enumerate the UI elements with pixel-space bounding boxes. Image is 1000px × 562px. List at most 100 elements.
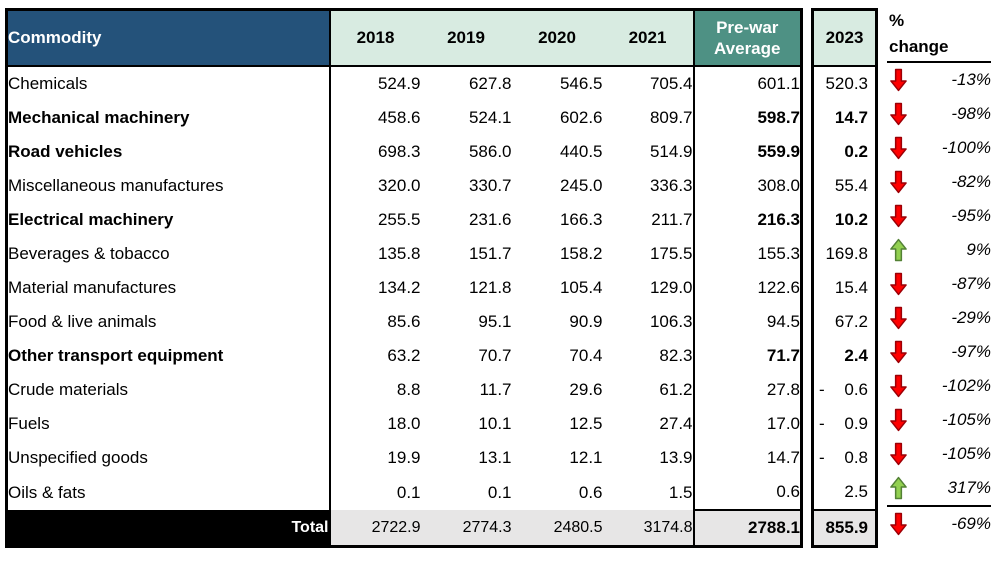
total-value-prewar: 2788.1 xyxy=(692,509,802,547)
total-value-2020: 2480.5 xyxy=(511,510,603,547)
commodity-cell: Electrical machinery xyxy=(6,203,331,237)
prewar-average-cell: 308.0 xyxy=(692,169,802,203)
table-row: Beverages & tobacco 135.8 151.7 158.2 175.5 1… xyxy=(6,237,802,271)
value-cell: 627.8 xyxy=(468,74,512,93)
prewar-average-cell: 601.1 xyxy=(692,66,802,101)
prewar-average-cell: 216.3 xyxy=(692,203,802,237)
value-cell: 330.7 xyxy=(468,176,512,195)
col-header-pct-change: % change xyxy=(887,8,991,63)
value-cell: 105.4 xyxy=(559,278,603,297)
value-2023-text: 55.4 xyxy=(834,176,868,195)
value-2023-text: 520.3 xyxy=(825,74,868,93)
pct-change-value: -102% xyxy=(941,376,991,395)
pct-change-value: -95% xyxy=(951,206,991,225)
value-cell: 231.6 xyxy=(468,210,512,229)
value-cell: 63.2 xyxy=(387,346,421,365)
value-cell: 0.1 xyxy=(487,482,512,502)
prewar-average-cell: 559.9 xyxy=(692,135,802,169)
value-cell: 13.1 xyxy=(478,448,512,467)
value-cell: 0.6 xyxy=(578,482,603,502)
commodity-cell: Other transport equipment xyxy=(6,339,331,373)
prewar-average-cell: 14.7 xyxy=(692,441,802,475)
prewar-average-cell: 94.5 xyxy=(692,305,802,339)
pct-change-value: 9% xyxy=(966,240,991,259)
pct-change-row: -29% xyxy=(887,301,991,335)
value-cell: 698.3 xyxy=(377,142,421,161)
up-arrow-icon xyxy=(889,237,908,263)
prewar-average-cell: 155.3 xyxy=(692,237,802,271)
prewar-average-cell: 71.7 xyxy=(692,339,802,373)
value-cell: 70.4 xyxy=(569,346,603,365)
value-cell: 705.4 xyxy=(649,74,693,93)
value-cell: 175.5 xyxy=(649,244,693,263)
value-2023-cell: -0.8 xyxy=(814,441,875,475)
value-cell: 27.4 xyxy=(659,414,693,433)
commodity-cell: Material manufactures xyxy=(6,271,331,305)
value-cell: 18.0 xyxy=(387,414,421,433)
value-2023-text: 0.2 xyxy=(844,142,868,161)
value-2023-text: 15.4 xyxy=(834,278,868,297)
pct-change-column: % change -13% -98% -100% -82% -95% 9% -87% -29%… xyxy=(887,8,991,541)
pct-change-value: -82% xyxy=(951,172,991,191)
col-header-2023: 2023 xyxy=(814,11,875,67)
negative-sign: - xyxy=(819,380,825,399)
value-2023-text: 67.2 xyxy=(834,312,868,331)
pct-change-value: 317% xyxy=(947,478,991,497)
down-arrow-icon xyxy=(889,407,908,433)
pct-change-row: -98% xyxy=(887,97,991,131)
down-arrow-icon xyxy=(889,339,908,365)
table-row: Food & live animals 85.6 95.1 90.9 106.3 94.5 xyxy=(6,305,802,339)
value-2023-text: 0.9 xyxy=(844,414,868,433)
table-row: Crude materials 8.8 11.7 29.6 61.2 27.8 xyxy=(6,373,802,407)
value-2023-cell: 0.2 xyxy=(814,135,875,169)
total-pct-change-row: -69% xyxy=(887,505,991,541)
value-cell: 11.7 xyxy=(479,380,512,399)
value-cell: 121.8 xyxy=(468,278,512,297)
value-cell: 336.3 xyxy=(649,176,693,195)
down-arrow-icon xyxy=(889,441,908,467)
commodity-trade-table: Commodity 2018 2019 2020 2021 Pre-war Ave… xyxy=(5,8,991,548)
down-arrow-icon xyxy=(889,373,908,399)
table-row: Unspecified goods 19.9 13.1 12.1 13.9 14.7 xyxy=(6,441,802,475)
value-cell: 85.6 xyxy=(387,312,421,331)
up-arrow-icon xyxy=(889,475,908,501)
value-cell: 320.0 xyxy=(377,176,421,195)
value-cell: 19.9 xyxy=(387,448,421,467)
down-arrow-icon xyxy=(889,271,908,297)
value-cell: 29.6 xyxy=(569,380,603,399)
table-row: Road vehicles 698.3 586.0 440.5 514.9 559.9 xyxy=(6,135,802,169)
down-arrow-icon xyxy=(889,67,908,93)
col-header-2018: 2018 xyxy=(329,9,421,67)
down-arrow-icon xyxy=(889,511,908,537)
pct-change-row: -87% xyxy=(887,267,991,301)
column-2023-body: 520.3 14.7 0.2 55.4 10.2 169.8 15.4 67.2 2.4-0.6… xyxy=(814,67,875,509)
value-cell: 12.5 xyxy=(569,414,603,433)
value-cell: 8.8 xyxy=(396,380,421,399)
commodity-cell: Fuels xyxy=(6,407,331,441)
pct-change-row: 317% xyxy=(887,471,991,505)
pct-change-value: -98% xyxy=(951,104,991,123)
prewar-average-cell: 122.6 xyxy=(692,271,802,305)
value-cell: 82.3 xyxy=(659,346,693,365)
main-table: Commodity 2018 2019 2020 2021 Pre-war Ave… xyxy=(5,8,803,548)
table-row: Miscellaneous manufactures 320.0 330.7 245.… xyxy=(6,169,802,203)
commodity-cell: Road vehicles xyxy=(6,135,331,169)
value-2023-cell: 67.2 xyxy=(814,305,875,339)
table-body: Chemicals 524.9 627.8 546.5 705.4 601.1 Mechan… xyxy=(6,66,802,510)
col-header-2019: 2019 xyxy=(420,9,512,67)
value-cell: 602.6 xyxy=(559,108,603,127)
value-cell: 166.3 xyxy=(559,210,603,229)
value-cell: 524.1 xyxy=(468,108,512,127)
total-value-2019: 2774.3 xyxy=(420,510,512,547)
total-value-2021: 3174.8 xyxy=(602,510,694,547)
value-cell: 129.0 xyxy=(649,278,693,297)
down-arrow-icon xyxy=(889,135,908,161)
pct-change-row: -102% xyxy=(887,369,991,403)
value-2023-cell: 10.2 xyxy=(814,203,875,237)
commodity-cell: Miscellaneous manufactures xyxy=(6,169,331,203)
value-cell: 95.1 xyxy=(478,312,512,331)
value-2023-text: 10.2 xyxy=(834,210,868,229)
prewar-average-cell: 598.7 xyxy=(692,101,802,135)
value-2023-text: 169.8 xyxy=(825,244,868,263)
value-2023-cell: 520.3 xyxy=(814,67,875,101)
